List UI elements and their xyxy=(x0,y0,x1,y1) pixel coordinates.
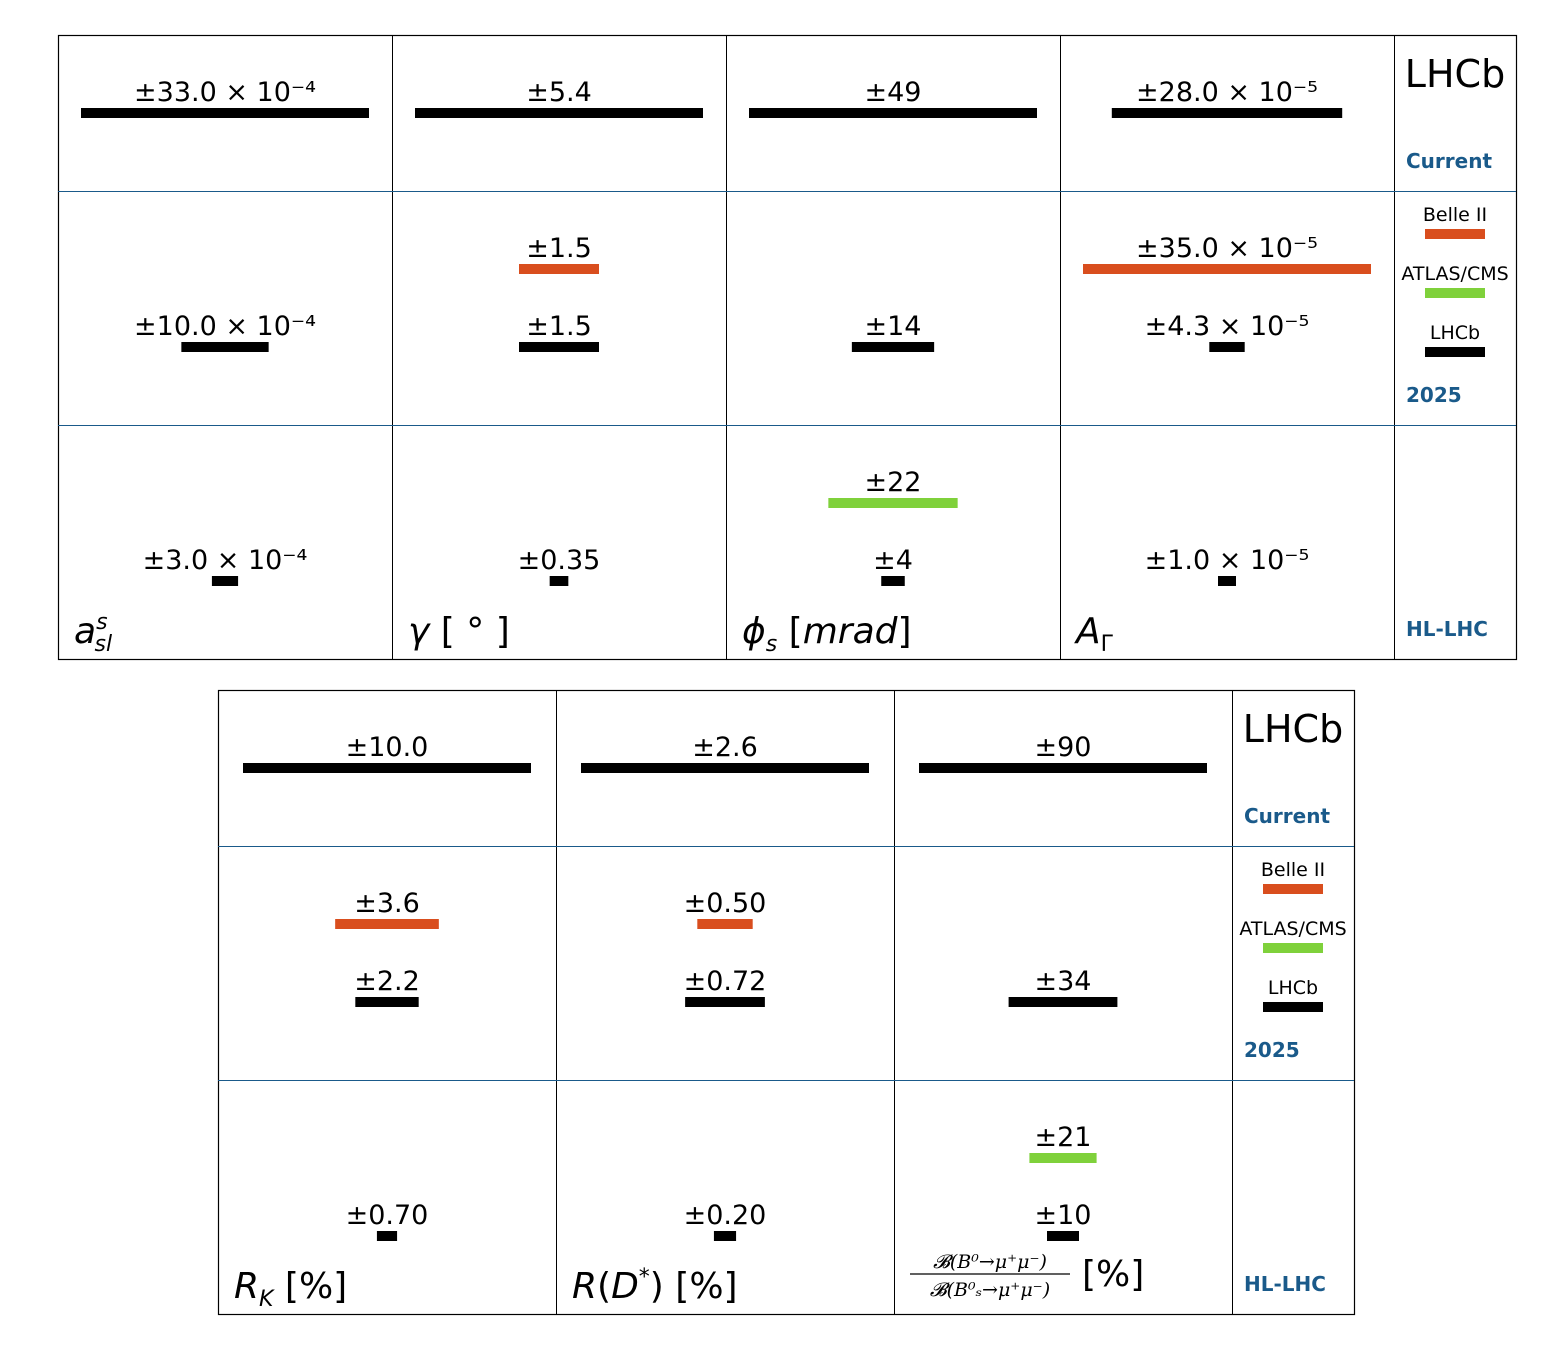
data-label: ±1.5 xyxy=(526,233,592,264)
legend-swatch-atlas-cms xyxy=(1263,943,1323,953)
column-label: ϕs [mrad] xyxy=(742,611,912,657)
data-label: ±22 xyxy=(865,467,922,498)
data-label: ±5.4 xyxy=(526,77,592,108)
data-label: ±2.2 xyxy=(354,966,420,997)
bar-lhcb-2025 xyxy=(1009,997,1118,1007)
data-label: ±34 xyxy=(1035,966,1092,997)
bar-atlas-cms-hl-lhc xyxy=(1029,1153,1096,1163)
bar-lhcb-hl-lhc xyxy=(1218,576,1236,586)
legend: LHCb Belle II ATLAS/CMS LHCb Current 2025 HL-L… xyxy=(1401,52,1508,641)
data-label: ±49 xyxy=(865,77,922,108)
column-a: ±28.0 × 10⁻⁵ ±35.0 × 10⁻⁵ ±4.3 × 10⁻⁵ ±1.0 … xyxy=(1074,77,1371,657)
bar-belle-ii-2025 xyxy=(335,919,439,929)
data-label: ±3.6 xyxy=(354,888,420,919)
bar-lhcb-current xyxy=(243,763,531,773)
lhcb-logo: LHCb xyxy=(1243,707,1343,751)
column-label: γ [ ° ] xyxy=(408,611,510,652)
column-r-d: ±2.6 ±0.50 ±0.72 ±0.20 R(D*) [%] xyxy=(572,732,869,1307)
column-r-k: ±10.0 ±3.6 ±2.2 ±0.70 RK [%] xyxy=(234,732,531,1312)
bar-lhcb-2025 xyxy=(1209,342,1244,352)
bar-lhcb-2025 xyxy=(519,342,599,352)
data-label: ±0.72 xyxy=(684,966,767,997)
data-label: ±28.0 × 10⁻⁵ xyxy=(1136,77,1318,108)
row-label-2025: 2025 xyxy=(1244,1038,1300,1062)
column-a-sl-s: ±33.0 × 10⁻⁴ ±10.0 × 10⁻⁴ ±3.0 × 10⁻⁴ as sl xyxy=(74,77,369,657)
bar-lhcb-2025 xyxy=(181,342,268,352)
data-label: ±0.50 xyxy=(684,888,767,919)
row-label-current: Current xyxy=(1244,804,1330,828)
column-label: AΓ xyxy=(1074,611,1114,657)
column-label: RK [%] xyxy=(234,1266,347,1312)
lhcb-logo: LHCb xyxy=(1405,52,1505,96)
bar-atlas-cms-hl-lhc xyxy=(828,498,957,508)
data-label: ±4.3 × 10⁻⁵ xyxy=(1145,311,1310,342)
panel-2: ±10.0 ±3.6 ±2.2 ±0.70 RK [%] ±2.6 ±0.50 ±0.72 ±0… xyxy=(218,690,1355,1315)
data-label: ±4 xyxy=(873,545,913,576)
data-label: ±3.0 × 10⁻⁴ xyxy=(143,545,308,576)
bar-lhcb-hl-lhc xyxy=(881,576,905,586)
column-label: 𝓑(B⁰→μ⁺μ⁻) 𝓑(B⁰ₛ→μ⁺μ⁻) [%] xyxy=(910,1251,1144,1301)
bar-belle-ii-2025 xyxy=(1083,264,1371,274)
bar-belle-ii-2025 xyxy=(519,264,599,274)
data-label: ±0.35 xyxy=(518,545,601,576)
data-label: ±1.5 xyxy=(526,311,592,342)
bar-lhcb-hl-lhc xyxy=(714,1231,736,1241)
fraction-suffix: [%] xyxy=(1082,1254,1144,1295)
data-label: ±0.70 xyxy=(346,1200,429,1231)
legend-label-atlas-cms: ATLAS/CMS xyxy=(1239,918,1346,940)
data-label: ±35.0 × 10⁻⁵ xyxy=(1136,233,1318,264)
bar-lhcb-current xyxy=(581,763,869,773)
bar-lhcb-2025 xyxy=(852,342,934,352)
data-label: ±14 xyxy=(865,311,922,342)
legend-label-belle-ii: Belle II xyxy=(1423,204,1487,226)
data-label: ±0.20 xyxy=(684,1200,767,1231)
column-label: as sl xyxy=(74,610,112,657)
bar-lhcb-hl-lhc xyxy=(212,576,238,586)
data-label: ±33.0 × 10⁻⁴ xyxy=(134,77,316,108)
legend-swatch-lhcb xyxy=(1425,347,1485,357)
bar-lhcb-hl-lhc xyxy=(1047,1231,1079,1241)
bar-lhcb-2025 xyxy=(355,997,418,1007)
bar-lhcb-hl-lhc xyxy=(377,1231,397,1241)
fraction-denominator: 𝓑(B⁰ₛ→μ⁺μ⁻) xyxy=(930,1279,1050,1301)
bar-lhcb-current xyxy=(749,108,1037,118)
row-label-current: Current xyxy=(1406,149,1492,173)
legend-label-belle-ii: Belle II xyxy=(1261,859,1325,881)
projection-figure: ±33.0 × 10⁻⁴±10.0 × 10⁻⁴±3.0 × 10⁻⁴as sl±… xyxy=(0,0,1562,1352)
legend-swatch-atlas-cms xyxy=(1425,288,1485,298)
bar-lhcb-current xyxy=(919,763,1207,773)
data-label: ±2.6 xyxy=(692,732,758,763)
data-label: ±10.0 xyxy=(346,732,429,763)
legend-swatch-belle-ii xyxy=(1425,229,1485,239)
column-: ±5.4 ±1.5 ±1.5 ±0.35 γ [ ° ] xyxy=(408,77,703,652)
column-label: R(D*) [%] xyxy=(572,1265,738,1307)
bar-lhcb-current xyxy=(1112,108,1342,118)
column-b-b0-b-bs0: ±90 ±34 ±21 ±10 𝓑(B⁰→μ⁺μ⁻) 𝓑(B⁰ₛ→μ⁺μ⁻) [%] xyxy=(910,732,1207,1301)
bar-lhcb-hl-lhc xyxy=(550,576,569,586)
panel-1: ±33.0 × 10⁻⁴±10.0 × 10⁻⁴±3.0 × 10⁻⁴as sl±… xyxy=(58,35,1517,660)
data-label: ±10.0 × 10⁻⁴ xyxy=(134,311,316,342)
data-label: ±1.0 × 10⁻⁵ xyxy=(1145,545,1310,576)
bar-belle-ii-2025 xyxy=(697,919,752,929)
bar-lhcb-2025 xyxy=(685,997,765,1007)
legend-swatch-lhcb xyxy=(1263,1002,1323,1012)
row-label-hl-lhc: HL-LHC xyxy=(1244,1272,1326,1296)
column-s-mrad: ±49 ±14 ±22 ±4 ϕs [mrad] xyxy=(742,77,1037,657)
row-label-2025: 2025 xyxy=(1406,383,1462,407)
data-label: ±21 xyxy=(1035,1122,1092,1153)
bar-lhcb-current xyxy=(81,108,369,118)
legend-label-atlas-cms: ATLAS/CMS xyxy=(1401,263,1508,285)
data-label: ±90 xyxy=(1035,732,1092,763)
legend: LHCb Belle II ATLAS/CMS LHCb Current 2025 HL-L… xyxy=(1239,707,1346,1296)
bar-lhcb-current xyxy=(415,108,703,118)
data-label: ±10 xyxy=(1035,1200,1092,1231)
legend-label-lhcb: LHCb xyxy=(1268,977,1318,999)
row-label-hl-lhc: HL-LHC xyxy=(1406,617,1488,641)
legend-swatch-belle-ii xyxy=(1263,884,1323,894)
legend-label-lhcb: LHCb xyxy=(1430,322,1480,344)
fraction-numerator: 𝓑(B⁰→μ⁺μ⁻) xyxy=(933,1251,1047,1273)
